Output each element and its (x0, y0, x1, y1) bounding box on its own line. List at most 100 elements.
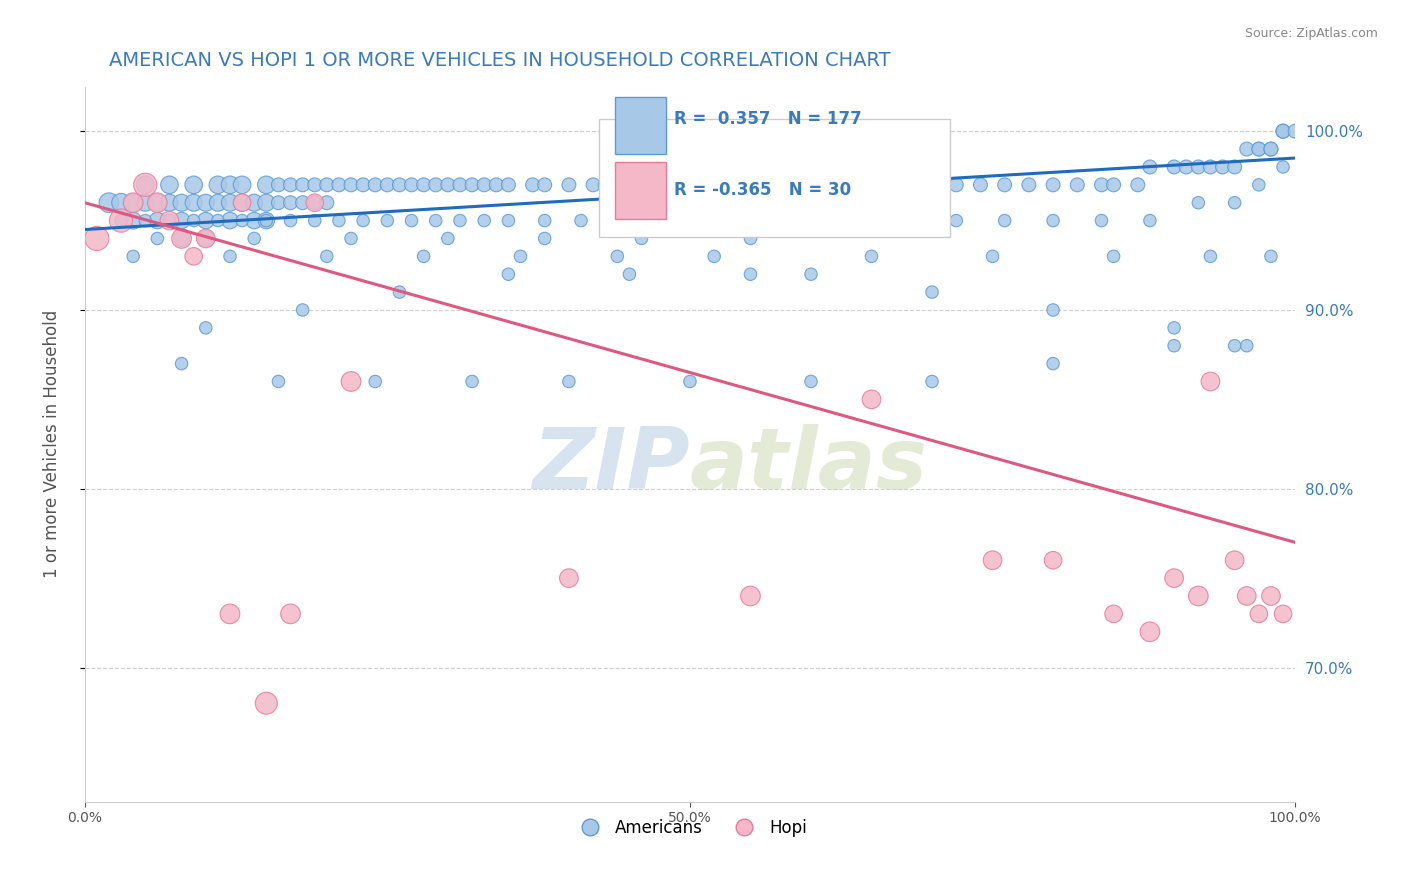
Point (981, 249, 1004, 263)
Point (1247, 142, 1270, 156)
Point (1236, 142, 1258, 156)
Point (388, 178, 411, 192)
Point (860, 249, 883, 263)
Point (1260, 589, 1282, 603)
Point (159, 195, 181, 210)
Point (740, 589, 762, 603)
Point (1090, 213, 1112, 227)
Point (315, 178, 337, 192)
Point (412, 178, 434, 192)
Point (1199, 160, 1222, 174)
Point (194, 195, 217, 210)
Point (1102, 178, 1125, 192)
Point (1139, 160, 1161, 174)
Text: AMERICAN VS HOPI 1 OR MORE VEHICLES IN HOUSEHOLD CORRELATION CHART: AMERICAN VS HOPI 1 OR MORE VEHICLES IN H… (108, 51, 890, 70)
Point (110, 195, 132, 210)
Point (340, 231, 363, 245)
Point (183, 249, 205, 263)
Point (800, 178, 823, 192)
Point (449, 178, 471, 192)
Point (122, 195, 145, 210)
Point (800, 375, 823, 389)
Point (364, 178, 387, 192)
Point (170, 231, 193, 245)
Point (908, 178, 931, 192)
Point (304, 178, 326, 192)
Point (1260, 249, 1282, 263)
Point (1247, 607, 1270, 621)
Point (921, 285, 943, 299)
Point (315, 195, 337, 210)
Point (897, 213, 920, 227)
Point (1042, 357, 1064, 371)
Text: ZIP: ZIP (533, 424, 690, 507)
Point (643, 178, 665, 192)
Point (582, 178, 605, 192)
Point (461, 178, 484, 192)
Point (1042, 178, 1064, 192)
Point (267, 375, 290, 389)
FancyBboxPatch shape (614, 97, 665, 154)
Point (146, 195, 169, 210)
Point (751, 178, 773, 192)
Point (969, 178, 991, 192)
Point (352, 178, 374, 192)
Point (219, 213, 242, 227)
Point (811, 213, 834, 227)
Point (388, 285, 411, 299)
Point (921, 375, 943, 389)
Point (243, 213, 266, 227)
Point (425, 213, 447, 227)
FancyBboxPatch shape (614, 161, 665, 219)
Point (533, 213, 555, 227)
Point (824, 178, 846, 192)
Point (522, 178, 544, 192)
Point (619, 178, 641, 192)
Point (254, 195, 277, 210)
Point (1042, 553, 1064, 567)
Point (860, 392, 883, 407)
Point (134, 195, 156, 210)
Point (340, 375, 363, 389)
Point (304, 195, 326, 210)
Point (1139, 213, 1161, 227)
Point (558, 178, 581, 192)
Point (1272, 124, 1295, 138)
Point (449, 213, 471, 227)
Point (593, 178, 616, 192)
Point (945, 178, 967, 192)
Point (558, 571, 581, 585)
Point (170, 357, 193, 371)
Point (280, 213, 302, 227)
Point (134, 213, 156, 227)
Point (606, 249, 628, 263)
Point (1042, 302, 1064, 317)
Point (243, 231, 266, 245)
Point (231, 213, 253, 227)
Point (110, 213, 132, 227)
Point (254, 213, 277, 227)
Point (654, 178, 676, 192)
Point (1284, 124, 1306, 138)
Point (1272, 607, 1295, 621)
Point (304, 195, 326, 210)
Point (1223, 160, 1246, 174)
Point (679, 213, 702, 227)
Point (219, 195, 242, 210)
Point (727, 178, 749, 192)
Point (1260, 142, 1282, 156)
Point (267, 178, 290, 192)
Point (231, 195, 253, 210)
Point (679, 178, 702, 192)
Text: Source: ZipAtlas.com: Source: ZipAtlas.com (1244, 27, 1378, 40)
Point (134, 178, 156, 192)
Point (254, 696, 277, 710)
Point (183, 178, 205, 192)
Point (146, 231, 169, 245)
Point (375, 178, 398, 192)
Point (425, 178, 447, 192)
Point (533, 231, 555, 245)
Point (630, 231, 652, 245)
Point (194, 231, 217, 245)
Point (159, 178, 181, 192)
